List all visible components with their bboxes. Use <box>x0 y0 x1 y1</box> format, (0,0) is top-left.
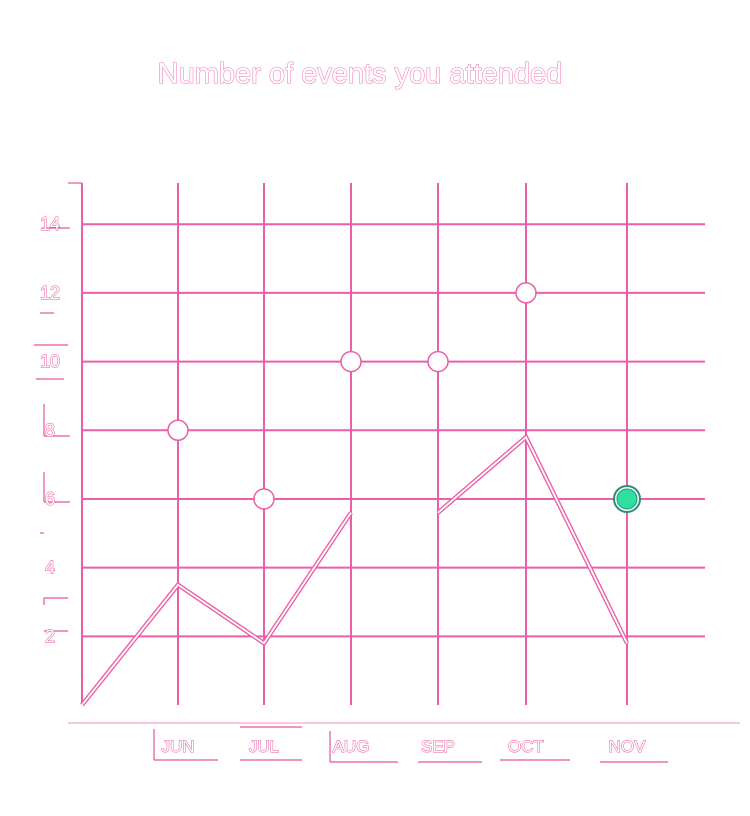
x-tick-label-sep: SEP <box>421 737 455 756</box>
x-tick-label-oct: OCT <box>508 737 544 756</box>
y-tick-label-8: 8 <box>45 420 55 440</box>
trend-segment-1 <box>437 435 628 644</box>
chart-title: Number of events you attended <box>158 58 563 90</box>
x-tick-label-jun: JUN <box>161 737 194 756</box>
trend-segment-outline-0 <box>80 511 353 707</box>
y-tick-label-12: 12 <box>40 283 60 303</box>
y-tick-label-4: 4 <box>45 558 55 578</box>
data-point-nov[interactable] <box>616 488 638 510</box>
data-point-sep[interactable] <box>427 350 449 373</box>
x-tick-label-jul: JUL <box>249 737 279 756</box>
trend-segment-outline-1 <box>436 433 630 645</box>
data-points <box>167 282 641 513</box>
data-point-oct[interactable] <box>515 282 537 304</box>
data-point-aug[interactable] <box>340 350 362 373</box>
tick-decorations <box>34 182 668 763</box>
y-tick-label-10: 10 <box>40 352 60 372</box>
trend-line <box>80 433 630 707</box>
x-tick-label-nov: NOV <box>609 737 647 756</box>
x-tick-label-aug: AUG <box>333 737 370 756</box>
grid <box>68 183 740 724</box>
y-tick-label-6: 6 <box>45 489 55 509</box>
data-point-jul[interactable] <box>253 488 275 510</box>
x-axis-ticks: JUN JUL AUG SEP OCT NOV <box>161 737 647 757</box>
y-tick-label-14: 14 <box>40 214 60 234</box>
y-tick-label-2: 2 <box>45 626 55 646</box>
trend-segment-0 <box>81 512 352 706</box>
data-point-jun[interactable] <box>167 419 189 442</box>
y-axis-ticks: 2 4 6 8 10 12 14 <box>39 214 60 647</box>
